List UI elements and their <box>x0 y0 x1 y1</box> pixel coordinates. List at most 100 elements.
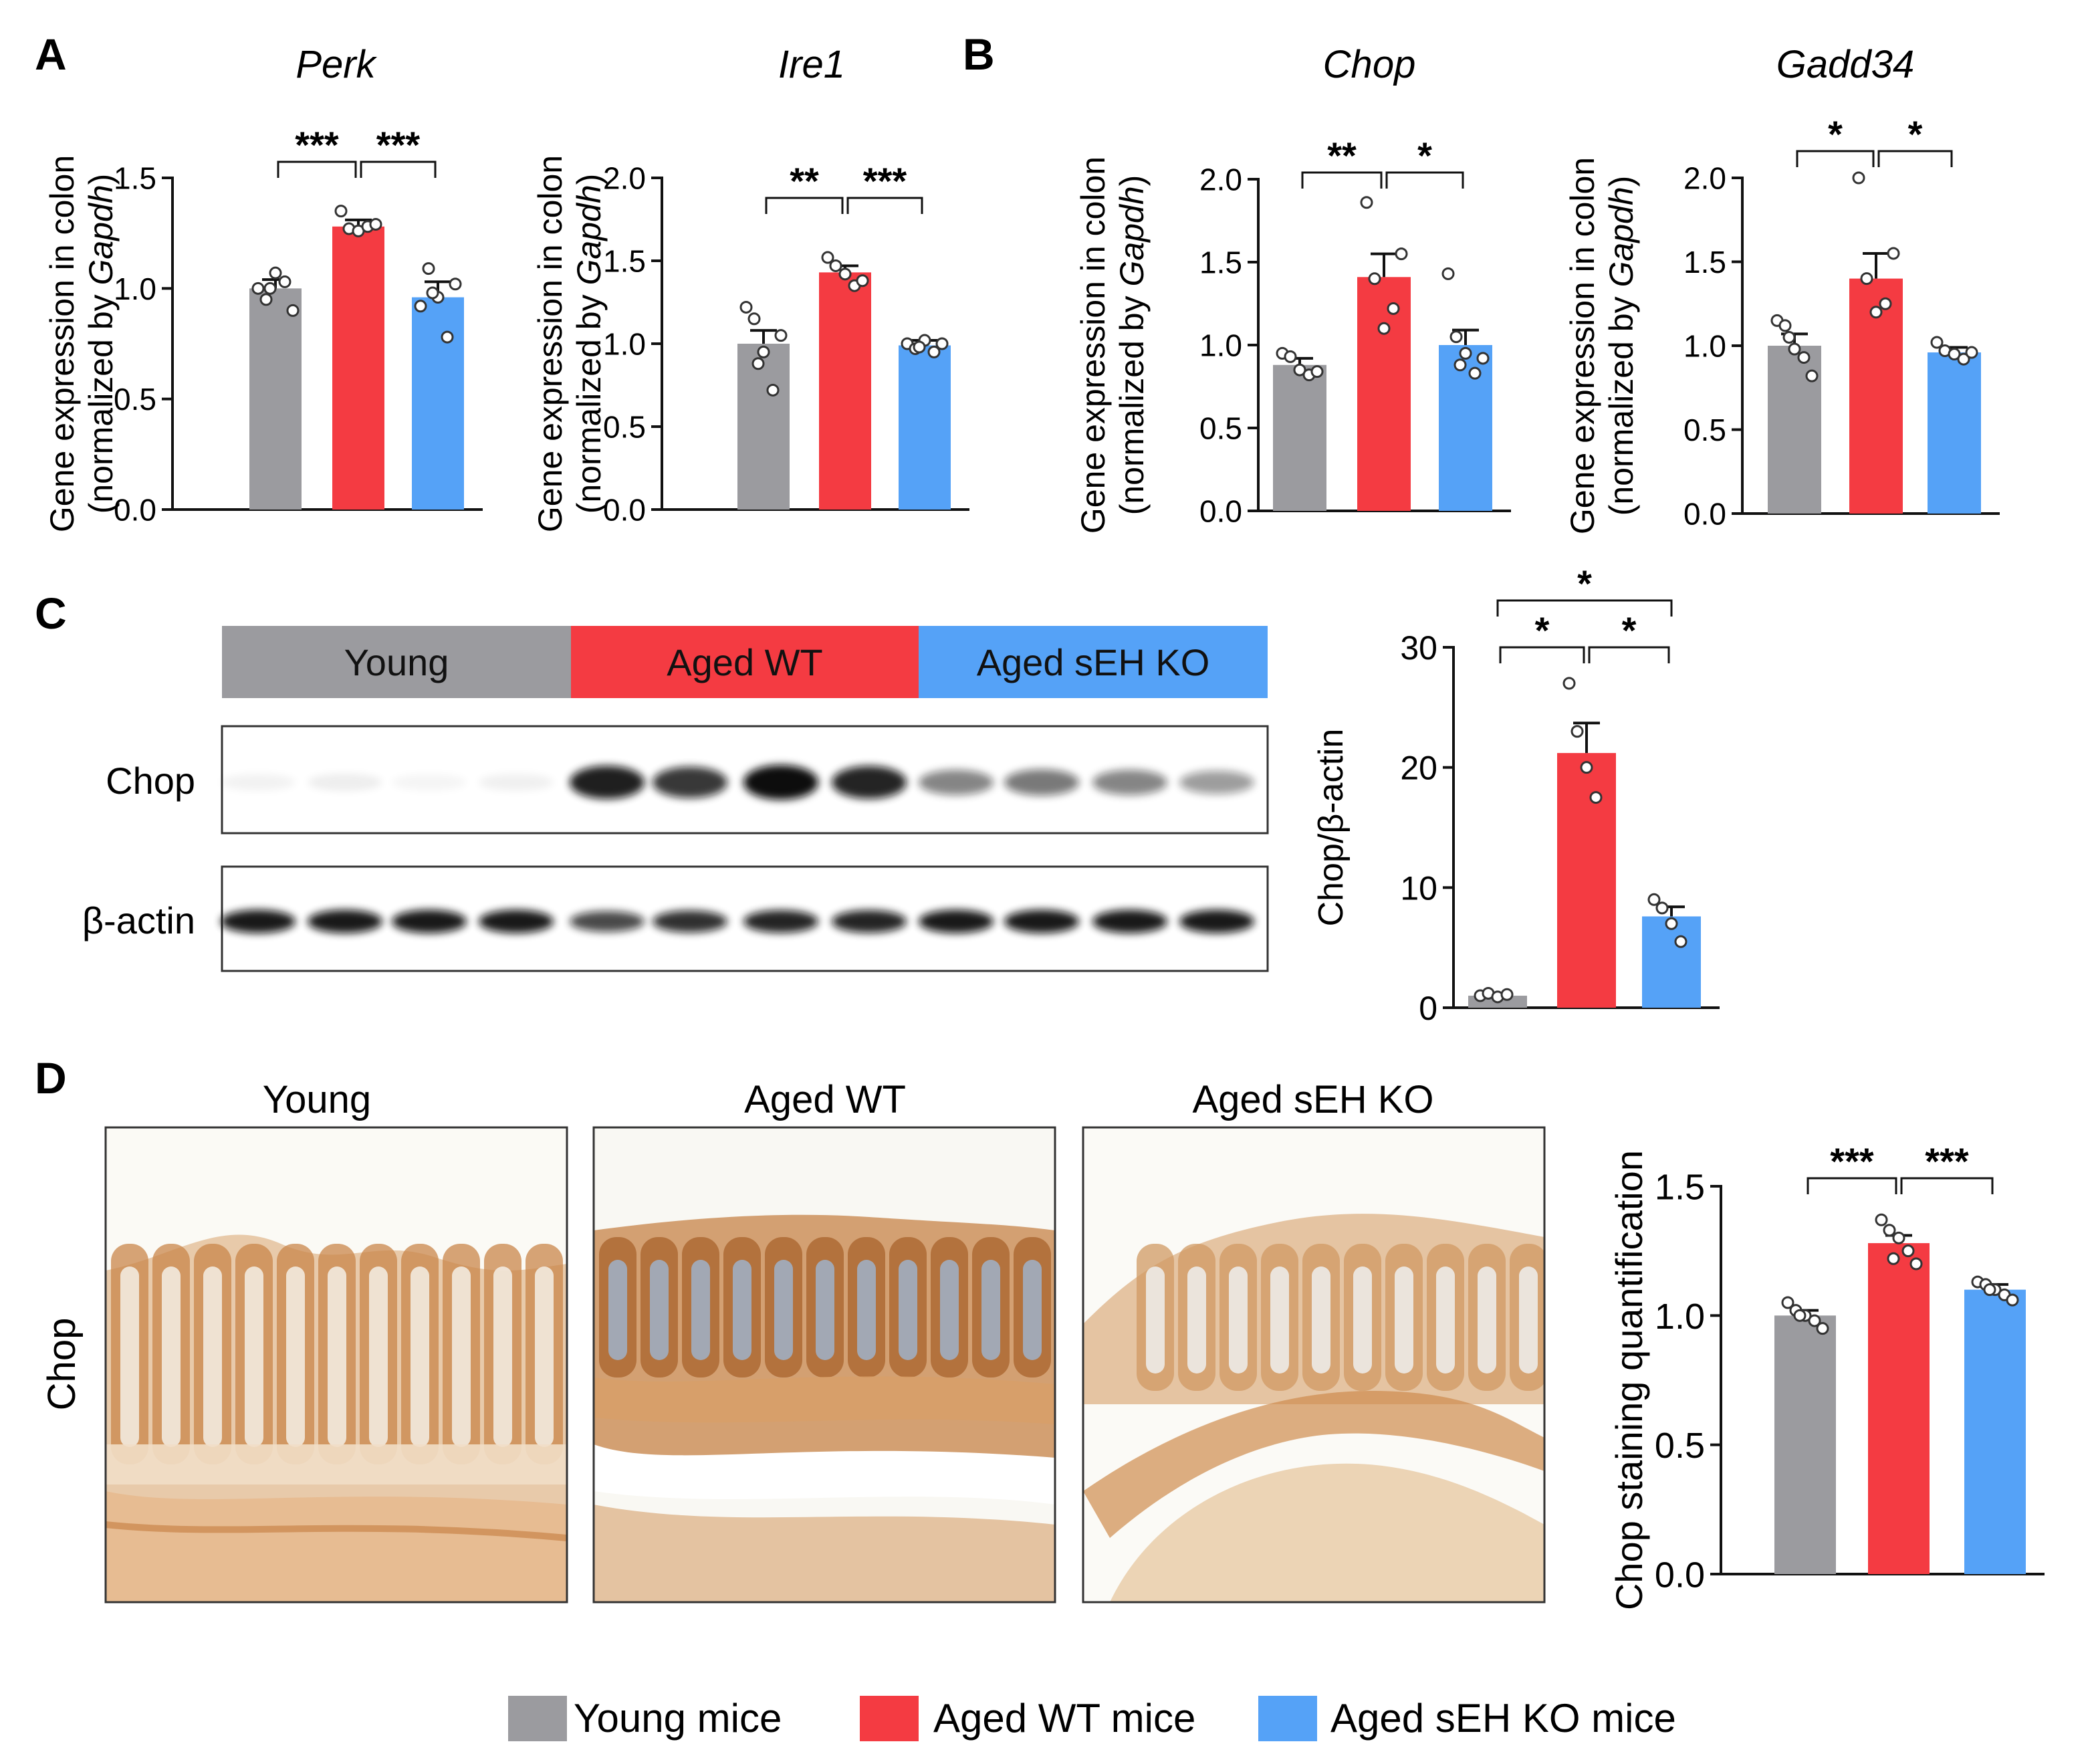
data-point-chop-staining-0 <box>1793 1309 1807 1322</box>
bar-gadd34-2 <box>1928 352 1981 514</box>
data-point-chop-actin-2 <box>1665 917 1678 930</box>
data-point-chop-staining-1 <box>1901 1244 1915 1258</box>
bar-chop-actin-2 <box>1642 916 1701 1008</box>
y-tick-label-chop-actin: 10 <box>1400 869 1437 907</box>
data-point-perk-2 <box>441 330 454 344</box>
blot-header-aged-ko <box>919 626 1268 698</box>
data-point-chop-staining-1 <box>1892 1231 1905 1244</box>
histo-title-aged-ko: Aged sEH KO <box>1192 1078 1433 1121</box>
data-point-perk-0 <box>263 282 277 295</box>
legend: Young mice Aged WT mice Aged sEH KO mice <box>508 1696 1676 1741</box>
blot-band-chop <box>392 774 467 791</box>
chart-title-gadd34: Gadd34 <box>1776 43 1914 86</box>
sig-label-chop-actin-1: * <box>1622 609 1637 651</box>
bar-perk-1 <box>332 226 384 510</box>
y-tick-label-perk: 0.0 <box>114 493 156 528</box>
blot-row-label-chop: Chop <box>106 760 195 802</box>
y-tick-label-chop-staining: 1.5 <box>1655 1167 1705 1207</box>
blot-band-chop <box>308 774 382 791</box>
data-point-gadd34-2 <box>1965 346 1978 359</box>
blot-header-aged-wt <box>571 626 919 698</box>
sig-label-chop-1: * <box>1417 134 1432 177</box>
data-point-perk-2 <box>422 262 435 275</box>
data-point-chop-staining-1 <box>1883 1224 1896 1237</box>
y-tick-label-chop: 1.0 <box>1199 328 1242 363</box>
blot-row-label-actin: β-actin <box>82 899 195 942</box>
data-point-perk-0 <box>269 266 282 280</box>
histology-frame-aged-ko <box>1082 1126 1546 1604</box>
data-point-chop-staining-1 <box>1887 1252 1900 1265</box>
legend-label-young: Young mice <box>574 1696 782 1741</box>
chart-chop-staining: Chop staining quantification 0.0 0.5 1.0 1.5… <box>1608 1140 2045 1610</box>
data-point-gadd34-2 <box>1930 336 1944 349</box>
sig-label-ire1-1: *** <box>863 160 907 202</box>
blot-band-actin <box>570 911 645 932</box>
y-axis-label-gadd34: Gene expression in colon <box>1564 157 1601 534</box>
data-point-perk-1 <box>334 205 348 218</box>
data-point-ire1-2 <box>935 337 949 350</box>
sig-label-ire1-0: ** <box>790 160 819 202</box>
blot-band-actin <box>743 909 818 933</box>
data-point-chop-staining-2 <box>2006 1293 2019 1307</box>
data-point-chop-1 <box>1360 196 1373 209</box>
data-point-chop-0 <box>1310 365 1324 378</box>
data-point-chop-staining-0 <box>1816 1322 1829 1335</box>
sig-label-gadd34-1: * <box>1908 113 1923 155</box>
blot-band-actin <box>1179 909 1254 933</box>
data-point-chop-actin-1 <box>1570 725 1584 738</box>
legend-swatch-aged-wt <box>860 1696 919 1741</box>
blot-header-aged-ko-label: Aged sEH KO <box>977 641 1210 683</box>
blot-header-aged-wt-label: Aged WT <box>667 641 822 683</box>
data-point-gadd34-1 <box>1879 297 1892 310</box>
bar-chop-0 <box>1273 364 1326 511</box>
blot-band-chop <box>1092 770 1167 795</box>
blot-band-chop <box>919 770 994 795</box>
data-point-chop-actin-2 <box>1655 901 1669 915</box>
blot-band-actin <box>832 909 907 933</box>
data-point-gadd34-0 <box>1805 369 1819 382</box>
data-point-chop-staining-2 <box>1983 1283 1996 1297</box>
data-point-perk-0 <box>278 275 292 288</box>
sig-bracket-chop-actin-2 <box>1496 599 1673 617</box>
panel-label-b: B <box>963 29 995 79</box>
histo-title-young: Young <box>263 1078 371 1121</box>
sig-bracket-ire1-1 <box>846 197 923 214</box>
y-axis-label-2-perk: (normalized by Gapdh) <box>82 174 120 514</box>
sig-label-chop-actin-0: * <box>1535 609 1550 651</box>
sig-bracket-gadd34-0 <box>1796 150 1875 167</box>
data-point-chop-actin-1 <box>1562 677 1576 690</box>
y-axis-label-ire1: Gene expression in colon <box>532 155 569 532</box>
sig-label-perk-0: *** <box>295 124 339 166</box>
data-point-gadd34-0 <box>1797 351 1811 364</box>
data-point-chop-0 <box>1284 350 1297 363</box>
histology-frame-aged-wt <box>592 1126 1056 1604</box>
chart-title-perk: Perk <box>296 43 377 86</box>
blot-band-actin <box>919 909 994 933</box>
data-point-chop-1 <box>1368 272 1381 286</box>
data-point-perk-2 <box>449 278 462 291</box>
blot-band-actin <box>1004 909 1079 933</box>
bar-chop-staining-0 <box>1774 1315 1836 1574</box>
sig-bracket-perk-1 <box>360 160 437 178</box>
data-point-ire1-2 <box>913 340 926 354</box>
data-point-chop-2 <box>1453 358 1467 372</box>
blot-bands-actin <box>221 909 1254 933</box>
sig-label-chop-0: ** <box>1327 134 1357 177</box>
data-point-ire1-0 <box>747 312 761 326</box>
data-point-chop-1 <box>1377 322 1391 335</box>
sig-bracket-chop-0 <box>1301 171 1383 189</box>
histo-title-aged-wt: Aged WT <box>744 1078 906 1121</box>
data-point-ire1-1 <box>829 259 842 272</box>
y-tick-label-ire1: 0.0 <box>603 493 646 528</box>
data-point-perk-2 <box>414 300 427 313</box>
data-point-chop-staining-1 <box>1909 1257 1923 1271</box>
y-tick-label-gadd34: 0.5 <box>1683 413 1726 447</box>
histology-image-aged-wt <box>594 1127 1055 1602</box>
data-point-ire1-1 <box>856 274 869 288</box>
data-point-chop-2 <box>1468 366 1482 380</box>
blot-header: Young Aged WT Aged sEH KO <box>222 626 1268 698</box>
data-point-gadd34-1 <box>1852 171 1865 185</box>
y-axis-label-2-gadd34: (normalized by Gapdh) <box>1603 176 1640 516</box>
data-point-ire1-0 <box>757 345 770 358</box>
